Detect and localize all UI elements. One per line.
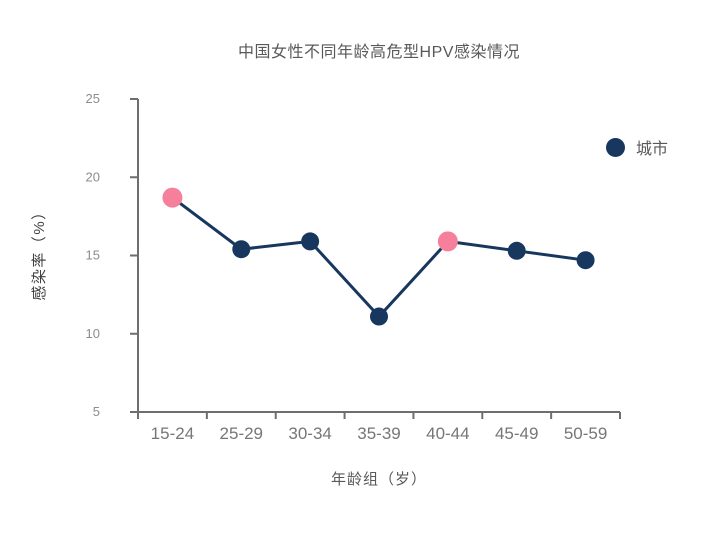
legend-label: 城市: [636, 141, 669, 158]
y-tick-label: 5: [93, 404, 100, 419]
data-point-35-39: [370, 307, 388, 326]
legend-marker-circle-icon: [606, 137, 625, 157]
x-tick-label: 15-24: [151, 424, 194, 443]
data-point-30-34: [301, 232, 320, 251]
data-point-15-24: [162, 187, 183, 208]
data-point-40-44: [437, 231, 458, 252]
data-point-45-49: [507, 241, 526, 260]
series-line: [170, 196, 588, 319]
x-axis-title: 年龄组（岁）: [330, 471, 427, 488]
data-point-25-29: [232, 240, 251, 259]
y-tick-label: 25: [86, 91, 100, 106]
x-tick-label: 30-34: [288, 424, 331, 443]
x-tick-label: 35-39: [357, 424, 400, 443]
x-tick-label: 50-59: [564, 424, 607, 443]
y-tick-label: 20: [86, 169, 100, 184]
x-tick-label: 25-29: [220, 424, 263, 443]
y-tick-label: 10: [86, 326, 100, 341]
x-tick-label: 40-44: [426, 424, 469, 443]
legend: 城市: [606, 134, 668, 160]
data-point-50-59: [576, 251, 595, 270]
chart-title: 中国女性不同年龄高危型HPV感染情况: [238, 44, 520, 61]
x-tick-label: 45-49: [495, 424, 538, 443]
y-tick-label: 15: [86, 248, 100, 263]
